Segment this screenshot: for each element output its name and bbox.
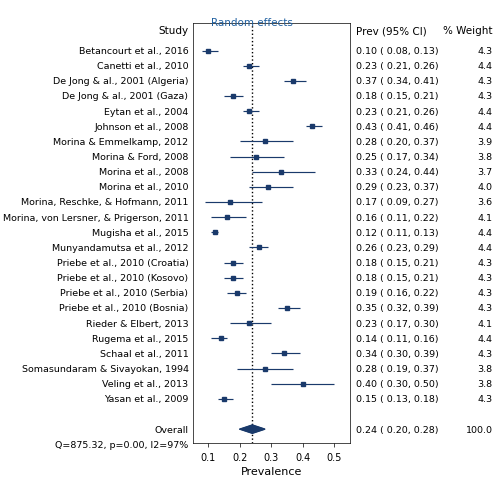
Text: Morina et al., 2010: Morina et al., 2010 (99, 183, 188, 192)
Text: 0.10 ( 0.08, 0.13): 0.10 ( 0.08, 0.13) (356, 47, 438, 56)
Text: Priebe et al., 2010 (Serbia): Priebe et al., 2010 (Serbia) (60, 289, 188, 298)
Text: 0.28 ( 0.20, 0.37): 0.28 ( 0.20, 0.37) (356, 137, 438, 147)
Text: De Jong & al., 2001 (Algeria): De Jong & al., 2001 (Algeria) (53, 77, 188, 86)
Text: 4.3: 4.3 (478, 77, 492, 86)
Text: Rieder & Elbert, 2013: Rieder & Elbert, 2013 (86, 319, 188, 328)
Text: 3.8: 3.8 (478, 364, 492, 373)
Text: Eytan et al., 2004: Eytan et al., 2004 (104, 107, 188, 116)
X-axis label: Prevalence: Prevalence (240, 466, 302, 476)
Text: Priebe et al., 2010 (Croatia): Priebe et al., 2010 (Croatia) (56, 258, 188, 268)
Text: 0.25 ( 0.17, 0.34): 0.25 ( 0.17, 0.34) (356, 153, 438, 162)
Text: Yasan et al., 2009: Yasan et al., 2009 (104, 394, 188, 404)
Text: Morina, Reschke, & Hofmann, 2011: Morina, Reschke, & Hofmann, 2011 (21, 198, 188, 207)
Text: 4.0: 4.0 (478, 183, 492, 192)
Text: Priebe et al., 2010 (Bosnia): Priebe et al., 2010 (Bosnia) (60, 304, 188, 313)
Text: 0.18 ( 0.15, 0.21): 0.18 ( 0.15, 0.21) (356, 258, 438, 268)
Text: 3.8: 3.8 (478, 379, 492, 388)
Text: 0.14 ( 0.11, 0.16): 0.14 ( 0.11, 0.16) (356, 334, 438, 343)
Text: 4.3: 4.3 (478, 258, 492, 268)
Text: Q=875.32, p=0.00, I2=97%: Q=875.32, p=0.00, I2=97% (55, 440, 188, 449)
Text: Morina & Emmelkamp, 2012: Morina & Emmelkamp, 2012 (54, 137, 188, 147)
Text: 0.34 ( 0.30, 0.39): 0.34 ( 0.30, 0.39) (356, 349, 439, 358)
Text: 0.16 ( 0.11, 0.22): 0.16 ( 0.11, 0.22) (356, 213, 438, 222)
Text: 4.3: 4.3 (478, 47, 492, 56)
Text: 0.23 ( 0.17, 0.30): 0.23 ( 0.17, 0.30) (356, 319, 439, 328)
Text: % Weight: % Weight (443, 26, 492, 36)
Text: Schaal et al., 2011: Schaal et al., 2011 (100, 349, 188, 358)
Text: De Jong & al., 2001 (Gaza): De Jong & al., 2001 (Gaza) (62, 92, 188, 101)
Text: 4.3: 4.3 (478, 289, 492, 298)
Text: 4.4: 4.4 (478, 228, 492, 237)
Text: Morina et al., 2008: Morina et al., 2008 (99, 168, 188, 177)
Text: Morina, von Lersner, & Prigerson, 2011: Morina, von Lersner, & Prigerson, 2011 (2, 213, 188, 222)
Text: 4.4: 4.4 (478, 334, 492, 343)
Text: Random effects: Random effects (212, 18, 294, 28)
Text: 0.18 ( 0.15, 0.21): 0.18 ( 0.15, 0.21) (356, 273, 438, 283)
Text: 0.35 ( 0.32, 0.39): 0.35 ( 0.32, 0.39) (356, 304, 439, 313)
Text: 3.7: 3.7 (478, 168, 492, 177)
Text: Canetti et al., 2010: Canetti et al., 2010 (97, 62, 188, 71)
Text: 0.17 ( 0.09, 0.27): 0.17 ( 0.09, 0.27) (356, 198, 438, 207)
Text: Munyandamutsa et al., 2012: Munyandamutsa et al., 2012 (52, 243, 188, 252)
Text: 0.19 ( 0.16, 0.22): 0.19 ( 0.16, 0.22) (356, 289, 438, 298)
Text: 100.0: 100.0 (466, 425, 492, 434)
Text: 0.18 ( 0.15, 0.21): 0.18 ( 0.15, 0.21) (356, 92, 438, 101)
Text: 3.8: 3.8 (478, 153, 492, 162)
Text: 4.4: 4.4 (478, 107, 492, 116)
Text: 0.23 ( 0.21, 0.26): 0.23 ( 0.21, 0.26) (356, 107, 438, 116)
Text: Morina & Ford, 2008: Morina & Ford, 2008 (92, 153, 188, 162)
Text: 0.23 ( 0.21, 0.26): 0.23 ( 0.21, 0.26) (356, 62, 438, 71)
Text: 3.6: 3.6 (478, 198, 492, 207)
Text: 4.3: 4.3 (478, 304, 492, 313)
Text: 0.29 ( 0.23, 0.37): 0.29 ( 0.23, 0.37) (356, 183, 439, 192)
Text: 0.24 ( 0.20, 0.28): 0.24 ( 0.20, 0.28) (356, 425, 438, 434)
Text: Somasundaram & Sivayokan, 1994: Somasundaram & Sivayokan, 1994 (22, 364, 188, 373)
Text: 4.1: 4.1 (478, 319, 492, 328)
Text: 0.26 ( 0.23, 0.29): 0.26 ( 0.23, 0.29) (356, 243, 438, 252)
Text: 0.43 ( 0.41, 0.46): 0.43 ( 0.41, 0.46) (356, 122, 438, 132)
Text: 4.3: 4.3 (478, 92, 492, 101)
Text: 4.1: 4.1 (478, 213, 492, 222)
Text: 4.3: 4.3 (478, 394, 492, 404)
Text: 0.12 ( 0.11, 0.13): 0.12 ( 0.11, 0.13) (356, 228, 438, 237)
Text: 4.3: 4.3 (478, 349, 492, 358)
Text: Overall: Overall (154, 425, 188, 434)
Text: 0.33 ( 0.24, 0.44): 0.33 ( 0.24, 0.44) (356, 168, 439, 177)
Text: Johnson et al., 2008: Johnson et al., 2008 (94, 122, 188, 132)
Text: 4.4: 4.4 (478, 62, 492, 71)
Text: Priebe et al., 2010 (Kosovo): Priebe et al., 2010 (Kosovo) (58, 273, 188, 283)
Text: Betancourt et al., 2016: Betancourt et al., 2016 (79, 47, 188, 56)
Text: Veling et al., 2013: Veling et al., 2013 (102, 379, 188, 388)
Text: 0.28 ( 0.19, 0.37): 0.28 ( 0.19, 0.37) (356, 364, 438, 373)
Text: 0.15 ( 0.13, 0.18): 0.15 ( 0.13, 0.18) (356, 394, 438, 404)
Text: 0.40 ( 0.30, 0.50): 0.40 ( 0.30, 0.50) (356, 379, 438, 388)
Text: Mugisha et al., 2015: Mugisha et al., 2015 (92, 228, 188, 237)
Text: 0.37 ( 0.34, 0.41): 0.37 ( 0.34, 0.41) (356, 77, 439, 86)
Text: 4.3: 4.3 (478, 273, 492, 283)
Text: 3.9: 3.9 (478, 137, 492, 147)
Text: Study: Study (158, 26, 188, 36)
Text: Rugema et al., 2015: Rugema et al., 2015 (92, 334, 188, 343)
Text: 4.4: 4.4 (478, 243, 492, 252)
Text: 4.4: 4.4 (478, 122, 492, 132)
Text: Prev (95% CI): Prev (95% CI) (356, 26, 427, 36)
Polygon shape (240, 425, 265, 433)
